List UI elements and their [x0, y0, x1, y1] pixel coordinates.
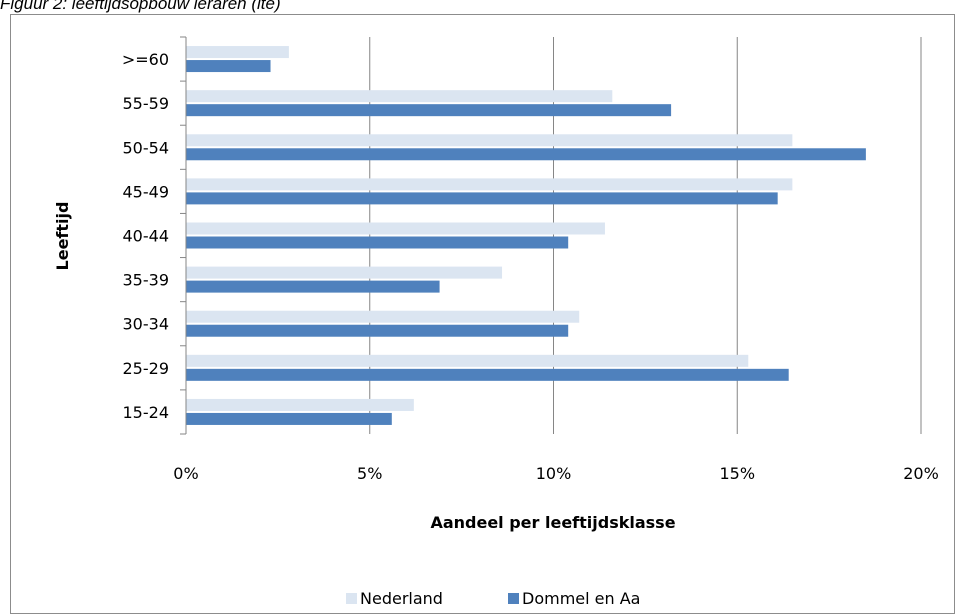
legend: Nederland Dommel en Aa — [346, 589, 640, 608]
bar-dommel-en-aa — [186, 236, 569, 249]
category-label: 30-34 — [123, 315, 170, 334]
bar-nederland — [186, 222, 605, 235]
bar-nederland — [186, 178, 793, 191]
x-axis-label: Aandeel per leeftijdsklasse — [430, 513, 675, 532]
category-label: 55-59 — [123, 94, 170, 113]
bar-nederland — [186, 46, 289, 59]
x-tick-label: 5% — [357, 464, 382, 483]
bar-dommel-en-aa — [186, 104, 672, 117]
bar-dommel-en-aa — [186, 280, 440, 293]
figure-caption: Figuur 2: leeftijdsopbouw leraren (lte) — [0, 0, 281, 13]
legend-label: Dommel en Aa — [522, 589, 640, 608]
x-tick-label: 20% — [903, 464, 939, 483]
category-label: 50-54 — [123, 138, 170, 157]
bar-dommel-en-aa — [186, 368, 789, 381]
category-label: 25-29 — [123, 359, 170, 378]
y-axis-label: Leeftijd — [53, 202, 72, 271]
legend-swatch — [508, 593, 519, 604]
category-label: 15-24 — [123, 403, 170, 422]
category-label: >=60 — [122, 50, 169, 69]
bar-nederland — [186, 90, 613, 103]
category-label: 45-49 — [123, 182, 170, 201]
bar-dommel-en-aa — [186, 192, 778, 205]
bar-nederland — [186, 134, 793, 147]
bar-dommel-en-aa — [186, 324, 569, 337]
x-tick-label: 15% — [719, 464, 755, 483]
bar-nederland — [186, 310, 580, 323]
bar-chart: >=60 55-59 50-54 45-49 40-44 35-39 30-34 25-29 1… — [53, 36, 939, 608]
bar-dommel-en-aa — [186, 412, 392, 425]
gridlines — [369, 37, 922, 434]
bars — [186, 46, 866, 425]
bar-nederland — [186, 354, 749, 367]
category-label: 35-39 — [123, 271, 170, 290]
legend-swatch — [346, 593, 357, 604]
y-axis-ticks: >=60 55-59 50-54 45-49 40-44 35-39 30-34 25-29 1… — [122, 36, 186, 435]
legend-label: Nederland — [360, 589, 443, 608]
x-axis-ticks: 0% 5% 10% 15% 20% — [173, 464, 938, 483]
bar-dommel-en-aa — [186, 148, 866, 161]
x-tick-label: 10% — [536, 464, 572, 483]
chart-frame: >=60 55-59 50-54 45-49 40-44 35-39 30-34 25-29 1… — [10, 14, 955, 614]
bar-nederland — [186, 266, 503, 279]
x-tick-label: 0% — [173, 464, 198, 483]
category-label: 40-44 — [123, 227, 170, 246]
bar-dommel-en-aa — [186, 60, 271, 73]
bar-nederland — [186, 398, 414, 411]
